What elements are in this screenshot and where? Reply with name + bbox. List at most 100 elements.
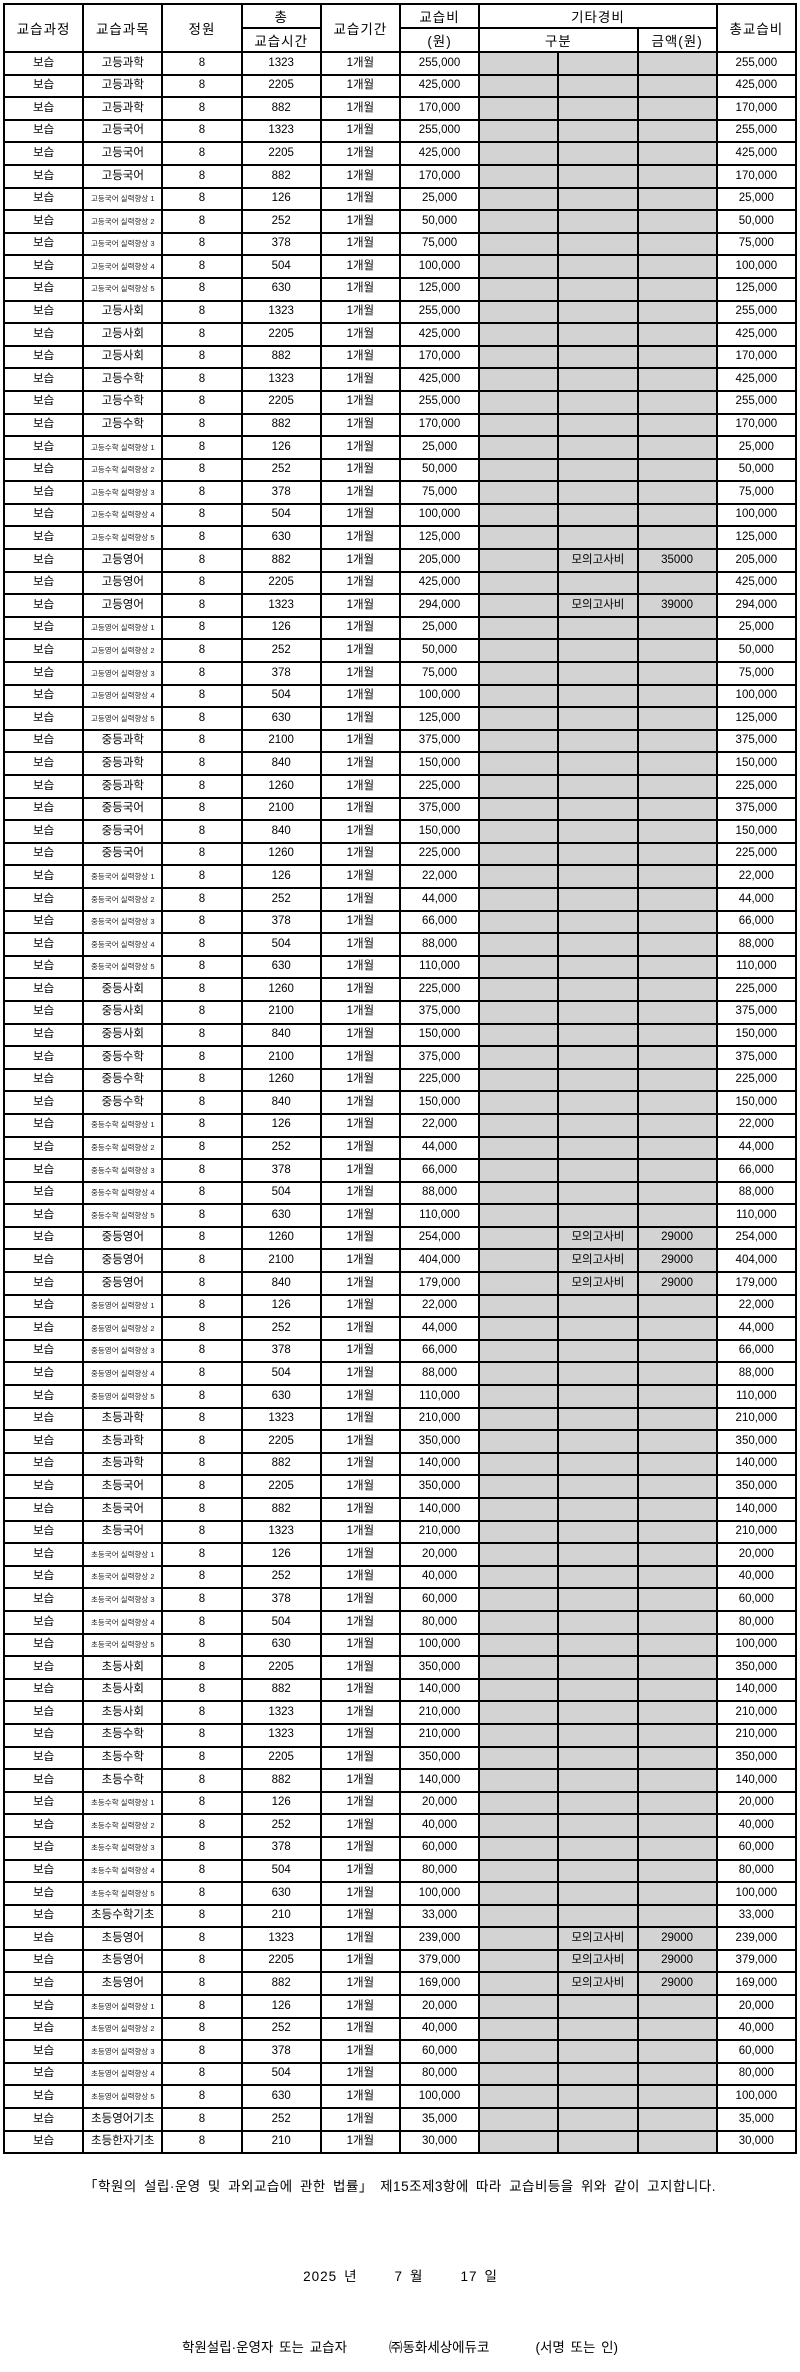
capacity-cell: 8 <box>161 1881 243 1906</box>
subject-cell: 초등수학 <box>82 1745 164 1771</box>
subject-cell: 중등수학 실력향상 1 <box>82 1112 164 1138</box>
etc-type-cell <box>557 457 639 483</box>
etc-amount-cell-shaded-box <box>639 121 715 141</box>
subject-cell: 고등사회 <box>82 299 164 325</box>
capacity-cell: 8 <box>161 502 243 528</box>
table-row: 보습 고등사회 8 882 1개월 170,000 170,000 <box>2 344 798 370</box>
etc-amount-cell <box>636 2016 718 2042</box>
table-row: 보습 초등과학 8 882 1개월 140,000 140,000 <box>2 1451 798 1477</box>
fee-cell: 80,000 <box>398 1609 481 1635</box>
etc-amount-cell-shaded-box <box>639 776 715 796</box>
etc-amount-cell <box>636 1406 718 1432</box>
capacity-cell: 8 <box>161 1338 243 1364</box>
fee-cell: 66,000 <box>398 1158 481 1183</box>
hours-cell: 252 <box>240 1564 322 1590</box>
table-row: 보습 초등사회 8 2205 1개월 350,000 350,000 <box>2 1655 798 1680</box>
etc-type-cell <box>557 1790 639 1816</box>
etc-amount-cell-shaded-box <box>639 212 715 231</box>
etc-blank-cell <box>478 1587 560 1612</box>
etc-amount-cell-shaded-box <box>639 1861 715 1881</box>
period-cell: 1개월 <box>319 1293 401 1319</box>
subject-cell: 초등사회 <box>82 1700 164 1725</box>
fee-cell: 60,000 <box>398 2039 481 2064</box>
etc-type-cell-shaded-box <box>560 1409 636 1429</box>
subject-cell: 고등영어 <box>82 548 164 573</box>
etc-amount-cell: 29000 <box>636 1271 718 1296</box>
total-fee-cell: 100,000 <box>715 254 798 279</box>
period-cell: 1개월 <box>319 909 401 935</box>
table-row: 보습 초등과학 8 1323 1개월 210,000 210,000 <box>2 1406 798 1432</box>
table-row: 보습 초등한자기초 8 210 1개월 30,000 30,000 <box>2 2129 798 2155</box>
period-cell: 1개월 <box>319 1542 401 1567</box>
fee-cell: 22,000 <box>398 1293 481 1319</box>
total-fee-cell: 225,000 <box>715 841 798 867</box>
etc-amount-cell-shaded-box <box>639 2132 715 2152</box>
etc-type-cell-shaded-box <box>560 121 636 141</box>
capacity-cell: 8 <box>161 1429 243 1454</box>
etc-type-cell-shaded-box <box>560 799 636 819</box>
subject-cell: 초등수학 실력향상 3 <box>82 1835 164 1861</box>
etc-amount-cell <box>636 2129 718 2155</box>
etc-type-cell <box>557 1429 639 1454</box>
period-cell: 1개월 <box>319 1067 401 1093</box>
table-row: 보습 고등영어 8 1323 1개월 294,000 모의고사비 39000 294,000 <box>2 593 798 618</box>
course-cell: 보습 <box>2 1112 85 1138</box>
etc-blank-cell-shaded-box <box>481 1093 557 1112</box>
etc-type-cell <box>557 1768 639 1793</box>
period-cell: 1개월 <box>319 1655 401 1680</box>
period-cell: 1개월 <box>319 1971 401 1997</box>
etc-amount-cell <box>636 977 718 1002</box>
etc-amount-cell-shaded-box <box>639 1319 715 1338</box>
total-fee-cell: 40,000 <box>715 2016 798 2042</box>
etc-amount-cell <box>636 367 718 392</box>
period-cell: 1개월 <box>319 638 401 664</box>
hours-cell: 252 <box>240 1316 322 1341</box>
etc-blank-cell <box>478 751 560 776</box>
etc-amount-cell-shaded-box <box>639 1070 715 1090</box>
course-cell: 보습 <box>2 367 85 392</box>
etc-amount-cell <box>636 932 718 957</box>
period-cell: 1개월 <box>319 864 401 889</box>
etc-blank-cell <box>478 864 560 889</box>
etc-amount-cell <box>636 1994 718 2019</box>
etc-blank-cell <box>478 1700 560 1725</box>
etc-blank-cell <box>478 728 560 754</box>
capacity-cell: 8 <box>161 1316 243 1341</box>
period-cell: 1개월 <box>319 683 401 709</box>
etc-type-cell <box>557 2084 639 2110</box>
etc-type-cell-shaded-box <box>560 1025 636 1045</box>
period-cell: 1개월 <box>319 502 401 528</box>
table-row: 보습 고등국어 실력향상 5 8 630 1개월 125,000 125,000 <box>2 276 798 302</box>
period-cell: 1개월 <box>319 1180 401 1206</box>
etc-amount-cell-shaded-box <box>639 618 715 638</box>
fee-cell: 40,000 <box>398 1813 481 1838</box>
etc-blank-cell <box>478 2084 560 2110</box>
fee-cell: 225,000 <box>398 841 481 867</box>
etc-blank-cell-shaded-box <box>481 1816 557 1835</box>
capacity-cell: 8 <box>161 954 243 980</box>
etc-blank-cell-shaded-box <box>481 1432 557 1451</box>
capacity-cell: 8 <box>161 1677 243 1703</box>
total-fee-cell: 125,000 <box>715 706 798 731</box>
hours-cell: 126 <box>240 615 322 641</box>
capacity-cell: 8 <box>161 412 243 438</box>
etc-blank-cell <box>478 615 560 641</box>
etc-blank-cell-shaded-box <box>481 1612 557 1632</box>
total-fee-cell: 170,000 <box>715 163 798 189</box>
col-header-etc-expenses: 기타경비 <box>478 3 718 29</box>
capacity-cell: 8 <box>161 661 243 686</box>
table-row: 보습 고등수학 8 882 1개월 170,000 170,000 <box>2 412 798 438</box>
subject-cell: 초등사회 <box>82 1677 164 1703</box>
etc-blank-cell-shaded-box <box>481 641 557 661</box>
etc-type-cell-shaded-box: 모의고사비 <box>560 1274 636 1293</box>
fee-cell: 33,000 <box>398 1903 481 1929</box>
etc-blank-cell <box>478 1745 560 1771</box>
hours-cell: 504 <box>240 1361 322 1387</box>
etc-type-cell-shaded-box <box>560 1183 636 1203</box>
course-cell: 보습 <box>2 1835 85 1861</box>
fee-table-body: 보습 고등과학 8 1323 1개월 255,000 255,000 보습 고등과학 8 2205 1… <box>2 51 798 2155</box>
hours-cell: 630 <box>240 2084 322 2110</box>
capacity-cell: 8 <box>161 480 243 505</box>
total-fee-cell: 225,000 <box>715 1067 798 1093</box>
etc-amount-cell-shaded-box <box>639 302 715 322</box>
